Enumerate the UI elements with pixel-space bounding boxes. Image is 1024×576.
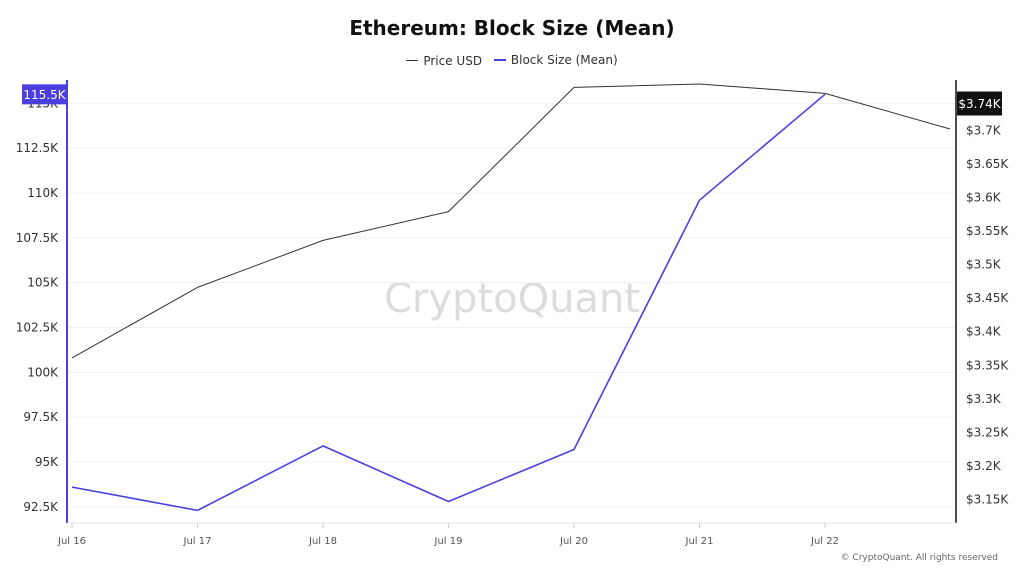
y-left-tick-label: 92.5K: [23, 500, 59, 514]
y-left-tick-label: 107.5K: [16, 231, 59, 245]
data-point-price: [322, 239, 325, 242]
y-left-tick-label: 102.5K: [16, 321, 59, 335]
series-line-price: [71, 83, 951, 359]
y-left-tick-label: 110K: [27, 186, 59, 200]
legend-item-block-size[interactable]: Block Size (Mean): [493, 53, 618, 67]
chart-legend: Price USD Block Size (Mean): [0, 50, 1024, 68]
y-left-current-label: 115.5K: [23, 88, 66, 102]
y-left-tick-label: 105K: [27, 276, 59, 290]
data-point-price: [949, 127, 952, 130]
y-right-tick-label: $3.25K: [966, 425, 1009, 439]
data-point-price: [573, 86, 576, 89]
y-right-tick-label: $3.35K: [966, 358, 1009, 372]
y-right-tick-label: $3.4K: [966, 325, 1002, 339]
data-point-block-size: [698, 199, 701, 202]
x-tick-label: Jul 22: [810, 536, 839, 547]
y-right-tick-label: $3.45K: [966, 291, 1009, 305]
x-tick-label: Jul 17: [183, 536, 212, 547]
copyright-credit: © CryptoQuant. All rights reserved: [840, 553, 998, 563]
data-point-price: [447, 210, 450, 213]
legend-swatch-price: [406, 60, 419, 61]
y-left-tick-label: 112.5K: [16, 141, 59, 155]
data-point-block-size: [573, 448, 576, 451]
y-right-tick-label: $3.7K: [966, 123, 1002, 137]
series-line-block-size: [71, 93, 826, 512]
y-right-tick-label: $3.65K: [966, 157, 1009, 171]
legend-item-price[interactable]: Price USD: [406, 54, 482, 68]
data-point-block-size: [824, 93, 827, 96]
watermark: CryptoQuant: [384, 276, 640, 322]
data-point-block-size: [447, 500, 450, 503]
x-tick-label: Jul 19: [434, 536, 463, 547]
y-right-tick-label: $3.6K: [966, 190, 1002, 204]
data-point-price: [71, 356, 74, 359]
x-tick-label: Jul 18: [308, 536, 337, 547]
legend-label-block-size: Block Size (Mean): [510, 53, 618, 67]
y-right-current-tag: [957, 91, 1002, 116]
y-left-current-tag: [22, 84, 67, 105]
x-tick-label: Jul 16: [57, 536, 86, 547]
data-point-block-size: [196, 509, 199, 512]
x-tick-label: Jul 21: [685, 536, 714, 547]
y-right-tick-label: $3.3K: [966, 392, 1002, 406]
y-right-tick-label: $3.15K: [966, 493, 1009, 507]
data-point-price: [698, 83, 701, 86]
y-left-tick-label: 100K: [27, 365, 59, 379]
y-left-tick-label: 97.5K: [23, 410, 59, 424]
x-tick-label: Jul 20: [559, 536, 588, 547]
y-right-tick-label: $3.5K: [966, 258, 1002, 272]
data-point-price: [196, 286, 199, 289]
data-point-block-size: [71, 486, 74, 489]
chart-title: Ethereum: Block Size (Mean): [349, 16, 675, 40]
y-right-tick-label: $3.2K: [966, 459, 1002, 473]
data-point-block-size: [322, 444, 325, 447]
y-right-current-label: $3.74K: [958, 97, 1001, 111]
y-right-tick-label: $3.55K: [966, 224, 1009, 238]
y-left-tick-label: 95K: [35, 455, 59, 469]
legend-label-price: Price USD: [423, 53, 483, 68]
legend-swatch-block-size: [493, 59, 506, 61]
